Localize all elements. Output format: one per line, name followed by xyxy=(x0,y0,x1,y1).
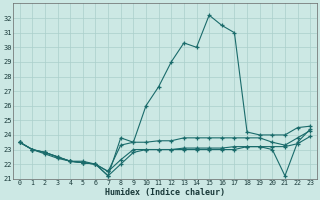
X-axis label: Humidex (Indice chaleur): Humidex (Indice chaleur) xyxy=(105,188,225,197)
